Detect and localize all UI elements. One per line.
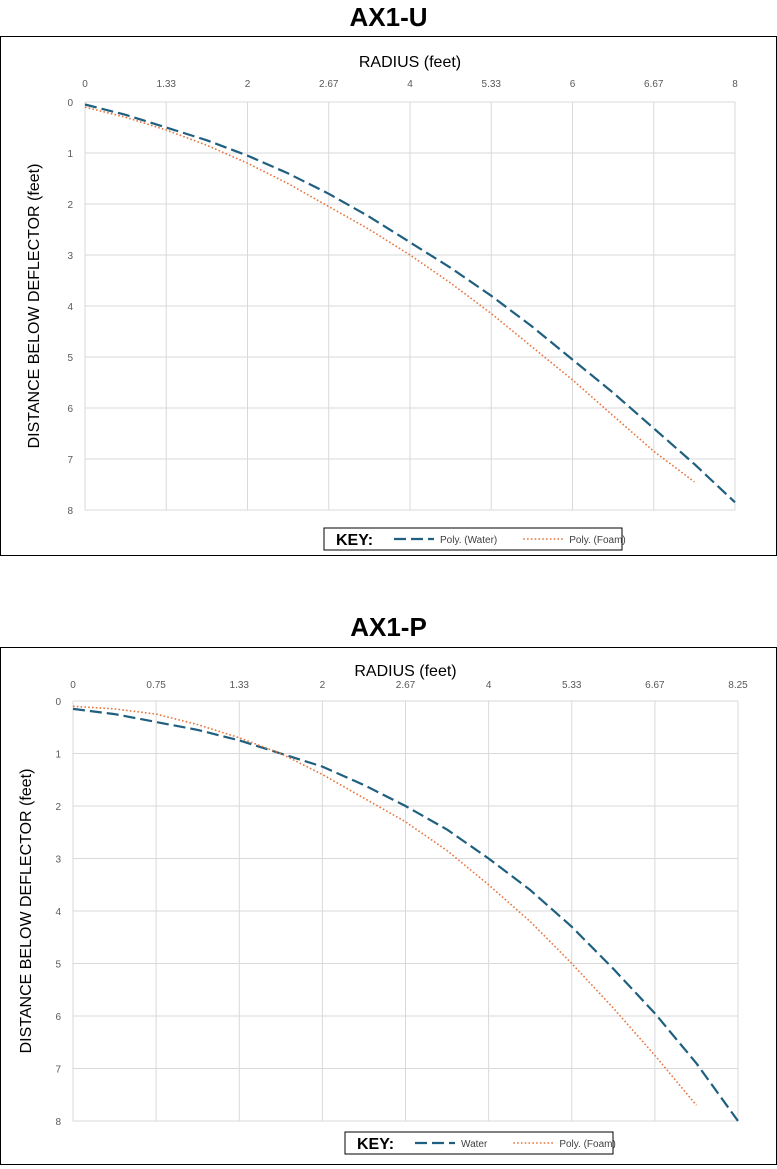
- x-tick-label: 0.75: [146, 680, 166, 691]
- x-tick-label: 5.33: [562, 680, 582, 691]
- x-tick-label: 6: [570, 79, 576, 90]
- x-axis-title: RADIUS (feet): [359, 54, 461, 71]
- y-tick-label: 0: [67, 98, 73, 109]
- chart-2-title: AX1-P: [350, 612, 427, 642]
- x-tick-label: 8: [732, 79, 738, 90]
- y-tick-label: 8: [55, 1117, 61, 1128]
- legend-entry-label: Poly. (Foam): [569, 535, 626, 546]
- x-tick-label: 6.67: [644, 79, 664, 90]
- series-line: [84, 103, 736, 504]
- y-tick-label: 4: [55, 907, 61, 918]
- chart-1-panel: 0 1.33 2 2.67 4 5.33 6 6.67 8 0 1 2 3 4 5 6 7 8 RADIUS (fe…: [0, 36, 777, 556]
- y-tick-label: 5: [55, 960, 61, 971]
- legend-entry-label: Poly. (Foam): [559, 1139, 616, 1150]
- y-tick-label: 1: [55, 750, 61, 761]
- series-line: [84, 106, 695, 483]
- y-tick-label: 8: [67, 506, 73, 517]
- chart-1-svg: 0 1.33 2 2.67 4 5.33 6 6.67 8 0 1 2 3 4 5 6 7 8 RADIUS (fe…: [26, 54, 738, 551]
- x-tick-label: 0: [82, 79, 88, 90]
- y-tick-label: 3: [67, 251, 73, 262]
- grid: [84, 101, 736, 511]
- x-tick-label: 2: [245, 79, 251, 90]
- legend-entry-label: Water: [461, 1139, 488, 1150]
- x-tick-label: 1.33: [230, 680, 250, 691]
- y-tick-label: 7: [55, 1065, 61, 1076]
- y-tick-label: 5: [67, 353, 73, 364]
- x-tick-label: 2: [320, 680, 326, 691]
- legend-key-label: KEY:: [357, 1136, 394, 1153]
- legend-entry-label: Poly. (Water): [440, 535, 497, 546]
- y-tick-label: 2: [55, 802, 61, 813]
- legend-box: [323, 527, 623, 551]
- chart-2-panel: 0 0.75 1.33 2 2.67 4 5.33 6.67 8.25 0 1 2 3 4 5 6 7 8 RADI…: [0, 647, 777, 1165]
- y-tick-label: 3: [55, 855, 61, 866]
- grid: [72, 700, 739, 1122]
- y-axis-title: DISTANCE BELOW DEFLECTOR (feet): [26, 164, 43, 449]
- x-tick-label: 1.33: [157, 79, 177, 90]
- legend: KEY: Water Poly. (Foam): [344, 1131, 616, 1155]
- x-tick-label: 8.25: [728, 680, 748, 691]
- y-tick-label: 6: [55, 1012, 61, 1023]
- y-tick-label: 7: [67, 455, 73, 466]
- x-tick-label: 5.33: [482, 79, 502, 90]
- x-tick-label: 6.67: [645, 680, 665, 691]
- y-tick-label: 1: [67, 149, 73, 160]
- series-line: [72, 707, 739, 1122]
- chart-2-svg: 0 0.75 1.33 2 2.67 4 5.33 6.67 8.25 0 1 2 3 4 5 6 7 8 RADI…: [18, 663, 748, 1155]
- legend-box: [344, 1131, 614, 1155]
- y-tick-label: 0: [55, 697, 61, 708]
- x-tick-label: 0: [70, 680, 76, 691]
- y-tick-label: 4: [67, 302, 73, 313]
- legend-key-label: KEY:: [336, 532, 373, 549]
- legend: KEY: Poly. (Water) Poly. (Foam): [323, 527, 626, 551]
- chart-1-title: AX1-U: [349, 2, 428, 32]
- y-tick-label: 6: [67, 404, 73, 415]
- x-tick-label: 4: [407, 79, 413, 90]
- x-tick-label: 2.67: [319, 79, 339, 90]
- x-axis-title: RADIUS (feet): [354, 663, 456, 680]
- x-tick-label: 4: [486, 680, 492, 691]
- y-tick-label: 2: [67, 200, 73, 211]
- x-tick-label: 2.67: [396, 680, 416, 691]
- y-axis-title: DISTANCE BELOW DEFLECTOR (feet): [18, 769, 35, 1054]
- series-line: [72, 705, 698, 1106]
